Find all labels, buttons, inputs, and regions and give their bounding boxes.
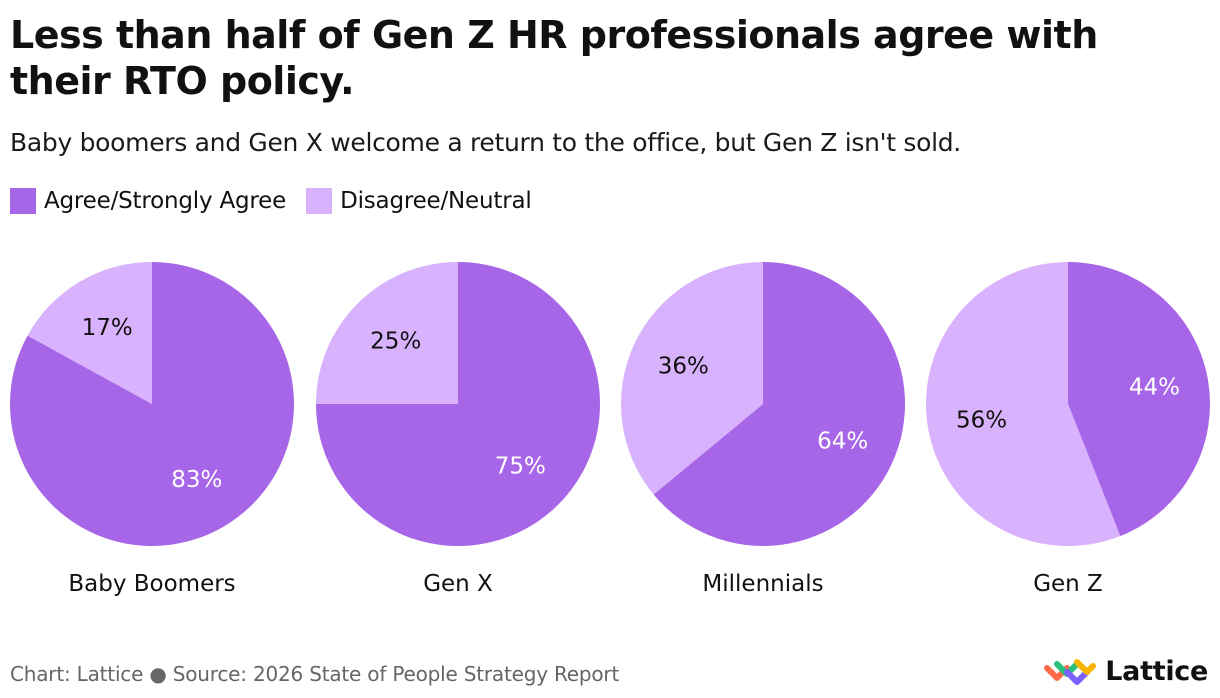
legend-label-agree: Agree/Strongly Agree [44,188,287,214]
legend-item-agree: Agree/Strongly Agree [10,186,286,216]
data-label-gen-x-agree: 75% [495,453,546,479]
legend-swatch-disagree [306,188,333,214]
chart-title: Less than half of Gen Z HR professionals… [10,13,1098,103]
data-label-baby-boomers-agree: 83% [171,467,222,493]
legend-label-disagree: Disagree/Neutral [340,188,532,214]
data-label-gen-z-disagree: 56% [956,407,1007,433]
pie-slice-millennials-agree [653,262,905,546]
chart-subtitle: Baby boomers and Gen X welcome a return … [10,128,961,157]
data-label-baby-boomers-disagree: 17% [82,315,133,341]
pie-gen-z: 44% 56% Gen Z [925,262,1210,597]
data-label-millennials-disagree: 36% [658,354,709,380]
legend-item-disagree: Disagree/Neutral [306,186,532,216]
pie-slice-gen-z-agree [1068,262,1210,537]
category-label-gen-z: Gen Z [1033,571,1103,597]
legend-swatch-agree [10,188,36,214]
pie-slice-gen-x-disagree [316,262,458,404]
category-label-baby-boomers: Baby Boomers [68,571,235,597]
pie-slice-millennials-disagree [620,262,763,495]
data-label-gen-x-disagree: 25% [370,329,421,355]
lattice-brand: Lattice [1043,654,1208,688]
data-label-gen-z-agree: 44% [1129,375,1180,401]
brand-name: Lattice [1105,655,1208,687]
lattice-logo-icon [1044,659,1097,685]
pie-baby-boomers: 83% 17% Baby Boomers [9,262,294,597]
pie-charts: 83% 17% Baby Boomers 75% 25% Gen X 64% 36% Mille… [9,262,1210,597]
chart-credit: Chart: Lattice ● Source: 2026 State of P… [10,662,620,686]
pie-gen-x: 75% 25% Gen X [316,262,600,597]
pie-slice-baby-boomers-agree [9,262,294,547]
pie-millennials: 64% 36% Millennials [620,262,905,597]
category-label-gen-x: Gen X [423,571,493,597]
category-label-millennials: Millennials [702,571,823,597]
pie-slice-gen-z-disagree [925,262,1121,546]
legend: Agree/Strongly Agree Disagree/Neutral [10,186,552,216]
data-label-millennials-agree: 64% [817,428,868,454]
pie-slice-baby-boomers-disagree [27,262,152,404]
